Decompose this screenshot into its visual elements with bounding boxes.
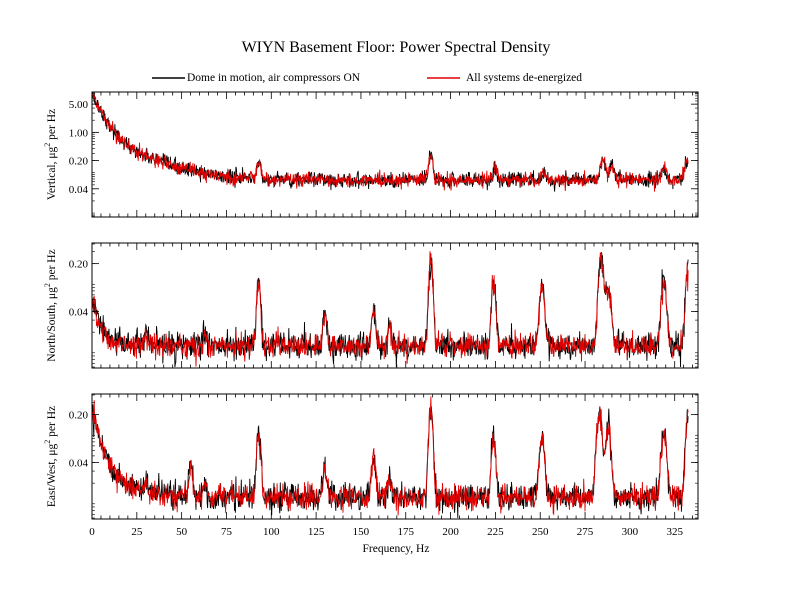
vertical-y-tick-label: 5.00 [69, 99, 89, 111]
vertical-y-axis-label: Vertical, μg2 per Hz [43, 109, 58, 200]
north_south-y-tick-label: 0.20 [69, 259, 89, 271]
east_west-series-off-line [92, 396, 689, 516]
x-tick-label: 100 [263, 526, 280, 538]
x-tick-label: 0 [89, 526, 95, 538]
north_south-y-axis-label: North/South, μg2 per Hz [43, 249, 58, 361]
x-tick-label: 250 [532, 526, 549, 538]
x-tick-label: 75 [221, 526, 233, 538]
north_south-plot-frame [91, 242, 699, 369]
x-tick-label: 25 [131, 526, 143, 538]
legend-label-off: All systems de-energized [466, 72, 582, 84]
north_south-series-off-line [92, 251, 689, 367]
x-tick-label: 125 [308, 526, 325, 538]
east_west-plot-frame [91, 393, 699, 520]
x-tick-label: 325 [666, 526, 683, 538]
east_west-y-axis-label: East/West, μg2 per Hz [43, 406, 58, 507]
north_south-y-tick-label: 0.04 [69, 307, 89, 319]
vertical-y-tick-label: 1.00 [69, 127, 89, 139]
panel-vertical: 5.00 1.00 0.20 0.04 Vertical, μg2 per Hz [43, 91, 699, 218]
vertical-series-off-line [92, 92, 689, 192]
vertical-series-dome-line [92, 92, 689, 192]
vertical-y-tick-label: 0.04 [69, 184, 89, 196]
x-axis-label: Frequency, Hz [363, 543, 430, 555]
panel-north_south: 0.20 0.04 North/South, μg2 per Hz [43, 242, 699, 369]
x-tick-label: 50 [176, 526, 188, 538]
x-tick-label: 175 [398, 526, 415, 538]
x-tick-label: 225 [487, 526, 504, 538]
east_west-y-tick-label: 0.04 [69, 458, 89, 470]
vertical-y-tick-label: 0.20 [69, 156, 89, 168]
legend-label-dome: Dome in motion, air compressors ON [187, 72, 361, 84]
panels: 5.00 1.00 0.20 0.04 Vertical, μg2 per Hz 0.20… [43, 91, 699, 538]
x-tick-label: 200 [442, 526, 459, 538]
chart-title: WIYN Basement Floor: Power Spectral Dens… [242, 39, 551, 56]
legend: Dome in motion, air compressors ON All s… [152, 72, 582, 84]
panel-east_west: 0.20 0.04 East/West, μg2 per Hz 0 25 50 75 100 1… [43, 393, 699, 538]
x-tick-label: 300 [622, 526, 639, 538]
x-tick-label: 275 [577, 526, 594, 538]
vertical-plot-frame [91, 91, 699, 218]
x-tick-label: 150 [353, 526, 370, 538]
east_west-y-tick-label: 0.20 [69, 410, 89, 422]
